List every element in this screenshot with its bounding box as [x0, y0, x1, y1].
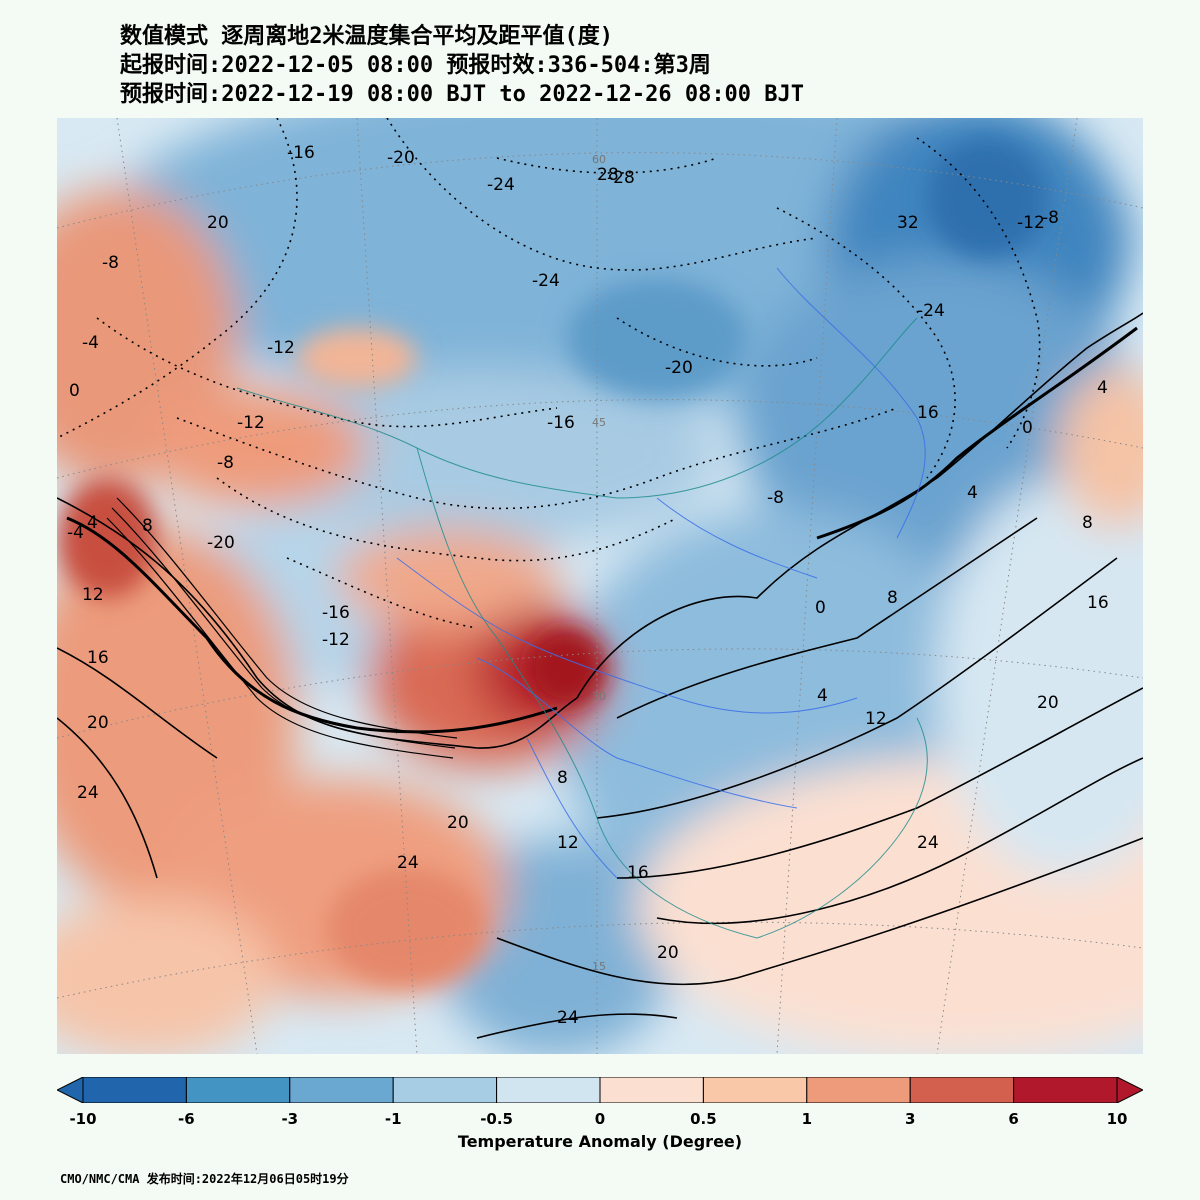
- contour-label: 0: [1022, 418, 1033, 438]
- contour-label: 20: [87, 713, 109, 733]
- contour-label: -20: [665, 358, 693, 378]
- colorbar-title: Temperature Anomaly (Degree): [457, 1132, 743, 1151]
- colorbar-tick-label: -10: [69, 1110, 97, 1128]
- contour-label: 20: [207, 213, 229, 233]
- colorbar-tick-label: 10: [1106, 1110, 1128, 1128]
- lat-label-60: 60: [592, 153, 606, 166]
- colorbar-tick-label: 1: [801, 1110, 813, 1128]
- contour-label: 20: [1037, 693, 1059, 713]
- colorbar-segment: [289, 1077, 394, 1103]
- colorbar-tick-label: 0.5: [690, 1110, 717, 1128]
- contour-label: 8: [887, 588, 898, 608]
- title-line-1: 数值模式 逐周离地2米温度集合平均及距平值(度): [120, 24, 613, 49]
- contour-label: 24: [397, 853, 419, 873]
- contour-label: 8: [557, 768, 568, 788]
- contour-label: 12: [557, 833, 579, 853]
- colorbar-tick-label: -3: [281, 1110, 299, 1128]
- contour-label: 4: [967, 483, 978, 503]
- contour-label: 4: [817, 686, 828, 706]
- colorbar-segment: [496, 1077, 601, 1103]
- contour-label: -8: [217, 453, 234, 473]
- colorbar-segment: [909, 1077, 1015, 1103]
- contour-label: 16: [627, 863, 649, 883]
- contour-label: 24: [77, 783, 99, 803]
- contour-label: 8: [142, 516, 153, 536]
- colorbar-segment: [702, 1077, 808, 1103]
- contour-label: 0: [69, 381, 80, 401]
- contour-label: -24: [532, 271, 560, 291]
- contour-label-layer: -28 -24 -24 -24 -20 -20 -20 -16 -16 -16 …: [67, 143, 1109, 1028]
- temperature-anomaly-map: 60 45 30 15 -28 -24 -24 -24 -20 -20 -20 …: [57, 118, 1143, 1054]
- contour-label: 4: [87, 513, 98, 533]
- contour-label: 32: [897, 213, 919, 233]
- colorbar-low-arrow: [57, 1077, 84, 1103]
- contour-label: -20: [387, 148, 415, 168]
- contour-label: -20: [207, 533, 235, 553]
- contour-label: 8: [1082, 513, 1093, 533]
- colorbar-tick-label: 0: [594, 1110, 606, 1128]
- contour-label: 16: [917, 403, 939, 423]
- lat-label-30: 30: [592, 690, 606, 703]
- lat-label-45: 45: [592, 416, 606, 429]
- contour-label: 20: [447, 813, 469, 833]
- contour-label: -16: [547, 413, 575, 433]
- contour-label: -8: [767, 488, 784, 508]
- contour-label: 16: [87, 648, 109, 668]
- colorbar-tick-label: 3: [904, 1110, 916, 1128]
- contour-label: -4: [82, 333, 99, 353]
- contour-label: -24: [487, 175, 515, 195]
- contour-label: -12: [237, 413, 265, 433]
- chart-title: 数值模式 逐周离地2米温度集合平均及距平值(度) 起报时间:2022-12-05 …: [120, 22, 804, 109]
- colorbar-segment: [185, 1077, 291, 1103]
- title-line-3: 预报时间:2022-12-19 08:00 BJT to 2022-12-26 …: [120, 82, 805, 107]
- contour-label: 12: [82, 585, 104, 605]
- title-line-2: 起报时间:2022-12-05 08:00 预报时效:336-504:第3周: [120, 53, 711, 78]
- colorbar-segment: [82, 1077, 187, 1103]
- contour-label: 20: [657, 943, 679, 963]
- contour-label: 16: [1087, 593, 1109, 613]
- contour-label: -4: [67, 523, 84, 543]
- contour-label: 12: [865, 709, 887, 729]
- contour-label: 24: [557, 1008, 579, 1028]
- colorbar-segment: [1013, 1077, 1118, 1103]
- contour-label: -16: [322, 603, 350, 623]
- colorbar-segment: [806, 1077, 911, 1103]
- contour-label: -12: [267, 338, 295, 358]
- colorbar-high-arrow: [1116, 1077, 1143, 1103]
- colorbar-tick-label: 6: [1008, 1110, 1019, 1128]
- himalaya-contours: [106, 497, 458, 759]
- contour-label: -8: [1042, 208, 1059, 228]
- colorbar-tick-label: -6: [178, 1110, 195, 1128]
- zero-contour: [66, 326, 1138, 734]
- colorbar-segment: [599, 1077, 704, 1103]
- contour-label: 28: [597, 165, 619, 185]
- contour-label: -12: [1017, 213, 1045, 233]
- contour-label: -28: [607, 168, 635, 188]
- colorbar-segments: [57, 1077, 1143, 1103]
- contour-label: -16: [287, 143, 315, 163]
- contour-label: 4: [1097, 378, 1108, 398]
- graticule: [57, 118, 1143, 1054]
- contour-label: 24: [917, 833, 939, 853]
- colorbar-tick-label: -0.5: [480, 1110, 513, 1128]
- contour-label: -8: [102, 253, 119, 273]
- map-svg: 60 45 30 15 -28 -24 -24 -24 -20 -20 -20 …: [57, 118, 1143, 1054]
- anomaly-detail: [57, 138, 1047, 988]
- footer-issue-time: CMO/NMC/CMA 发布时间:2022年12月06日05时19分: [60, 1172, 349, 1186]
- lat-label-15: 15: [592, 960, 606, 973]
- contour-label: -12: [322, 630, 350, 650]
- negative-contours: [57, 118, 1041, 629]
- colorbar-segment: [392, 1077, 498, 1103]
- colorbar: [57, 1077, 1143, 1103]
- rivers: [396, 267, 926, 879]
- colorbar-tick-label: -1: [384, 1110, 402, 1128]
- borders: [236, 317, 928, 939]
- contour-label: -24: [917, 301, 945, 321]
- contour-label: 0: [815, 598, 826, 618]
